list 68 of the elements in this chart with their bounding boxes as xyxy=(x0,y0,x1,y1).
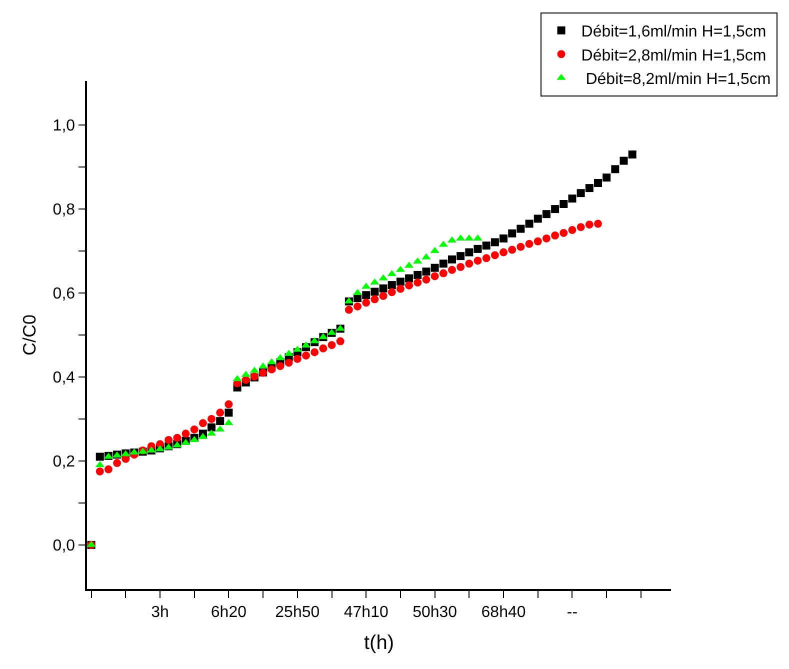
point xyxy=(164,436,173,444)
point xyxy=(576,223,585,232)
y-tick-label: 0,2 xyxy=(52,454,76,471)
point xyxy=(396,284,404,293)
point xyxy=(198,419,207,428)
point xyxy=(379,292,388,300)
point xyxy=(310,348,319,356)
legend-label: Débit=8,2ml/min H=1,5cm xyxy=(581,71,771,88)
point xyxy=(113,459,122,468)
y-tick-label: 0,0 xyxy=(52,538,76,555)
point xyxy=(430,272,439,280)
point xyxy=(594,220,602,228)
y-tick-label: 0,8 xyxy=(52,202,76,219)
x-axis-title: t(h) xyxy=(364,632,394,654)
point xyxy=(302,352,310,360)
point xyxy=(482,254,490,262)
x-tick-label: -- xyxy=(566,604,578,621)
point xyxy=(182,430,190,438)
point xyxy=(284,358,293,367)
point xyxy=(388,288,396,296)
x-tick-label: 3h xyxy=(151,604,169,621)
point xyxy=(474,256,482,265)
point xyxy=(560,228,568,237)
point xyxy=(319,344,328,352)
legend-label: Débit=2,8ml/min H=1,5cm xyxy=(581,47,766,64)
point xyxy=(173,434,182,442)
point xyxy=(542,234,550,242)
point xyxy=(551,232,560,240)
x-tick-label: 50h30 xyxy=(412,604,458,621)
point xyxy=(465,260,474,268)
point xyxy=(585,220,594,229)
point xyxy=(370,295,379,304)
x-tick-label: 47h10 xyxy=(344,604,388,621)
point xyxy=(336,337,344,346)
point xyxy=(190,425,198,434)
point xyxy=(439,269,448,278)
point xyxy=(456,262,465,271)
point xyxy=(96,467,104,476)
point xyxy=(405,281,414,290)
point xyxy=(216,408,224,417)
point xyxy=(224,400,233,408)
point xyxy=(328,341,336,350)
point xyxy=(354,302,362,310)
point xyxy=(344,306,353,314)
x-tick-label: 6h20 xyxy=(210,604,247,621)
point xyxy=(508,246,516,254)
y-tick-label: 1,0 xyxy=(52,118,76,135)
point xyxy=(414,278,422,287)
point xyxy=(208,414,216,423)
y-axis-title: C/C0 xyxy=(20,314,40,356)
point xyxy=(293,354,302,363)
y-tick-label: 0,4 xyxy=(52,370,76,387)
x-tick-label: 68h40 xyxy=(481,604,526,621)
point xyxy=(362,298,370,307)
point xyxy=(242,376,250,384)
legend-label: Débit=1,6ml/min H=1,5cm xyxy=(581,24,766,41)
x-tick-label: 25h50 xyxy=(275,604,320,621)
point xyxy=(276,362,284,370)
point xyxy=(422,276,430,284)
point xyxy=(490,251,499,260)
y-tick-label: 0,6 xyxy=(52,286,76,303)
point xyxy=(448,266,456,274)
point xyxy=(104,465,112,474)
point xyxy=(568,226,576,234)
point xyxy=(516,242,525,251)
point xyxy=(534,237,542,246)
point xyxy=(525,240,534,248)
point xyxy=(500,248,508,256)
